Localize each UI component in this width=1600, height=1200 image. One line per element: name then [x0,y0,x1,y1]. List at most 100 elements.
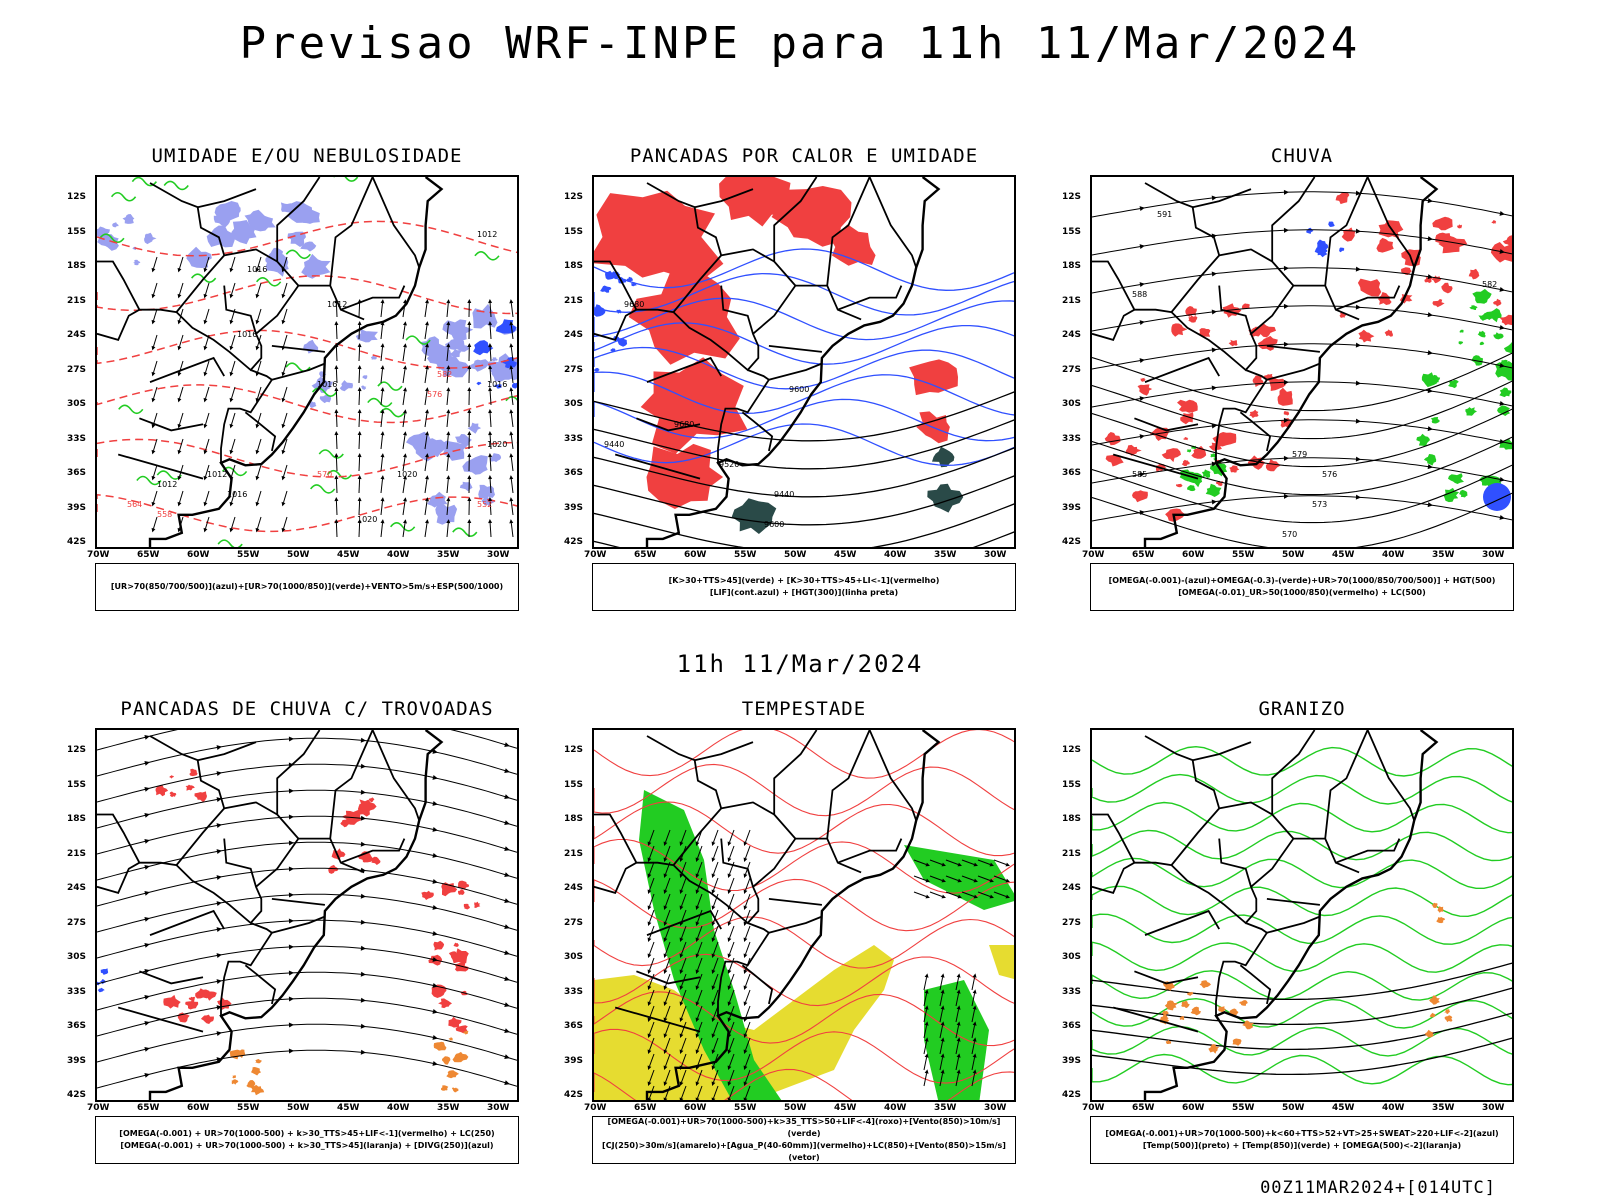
thunder-red-area [438,998,452,1009]
lat-tick-label: 18S [564,261,584,271]
rain-green-area [1499,387,1512,398]
streamline-arrow [360,919,366,925]
wind-vector-head [924,973,929,978]
wind-vector [929,875,943,881]
legend-line: [Temp(500)](preto) + [Temp(850)](verde) … [1142,1141,1462,1150]
panel-legend: [OMEGA(-0.001)+UR>70(1000-500)+k>35_TTS>… [592,1116,1016,1164]
wind-vector [153,464,158,477]
wind-vector-head [380,409,385,414]
lat-tick-label: 27S [1062,364,1082,375]
wind-vector-head [380,321,385,326]
wind-vector [489,500,492,516]
lat-tick-label: 21S [564,848,584,859]
state-border [636,417,701,432]
streamline-arrow [1427,198,1433,204]
streamline-arrow [432,878,438,884]
wind-vector-head [679,841,684,846]
state-border [773,177,818,287]
hgt500-contour [1092,380,1512,440]
state-border [768,898,823,906]
temp850-contour [1092,745,1512,777]
streamline-arrow [432,956,438,962]
lat-tick-label: 36S [564,1021,584,1031]
forecast-run-label: 00Z11MAR2024+[014UTC] [1260,1178,1496,1198]
wind-vector-head [743,1065,748,1070]
lat-tick-label: 21S [1062,295,1082,306]
lat-tick-label: 33S [1062,433,1082,444]
thunder-red-area [453,942,459,947]
wind-vector-head [403,431,407,436]
wind-vector-head [695,921,700,926]
thunder-orange-area [232,1075,236,1079]
wind-vector [745,925,751,939]
wind-vector [697,1053,703,1067]
wind-vector [380,347,383,362]
wind-vector [358,324,361,340]
wind-vector [713,957,719,971]
wind-vector [510,369,514,384]
rain-red-area [1188,315,1198,323]
humidity-green-contour [110,191,137,202]
wind-vector-head [509,431,514,436]
legend-line: [CJ(250)>30m/s](amarelo)+[Agua_P(40-60mm… [602,1141,1006,1162]
panel-granizo: GRANIZO 12S 15S 18S 21S 24S 27S 30S 33S 36S 39S 42S… [1062,698,1514,1168]
wind-vector-head [229,423,234,429]
wind-vector-head [467,299,472,304]
wind-vector-head [647,937,652,942]
wind-vector [961,891,975,897]
streamline [97,841,517,881]
divergence-blue [100,979,106,985]
wind-vector [649,973,655,987]
contour-label: 1020 [397,470,417,479]
streamline-arrow [144,942,150,948]
map-frame [95,728,519,1102]
wind-vector-head [203,397,208,403]
omega-orange-area [1437,906,1444,913]
wind-vector [446,325,449,340]
wind-vector-head [940,1021,945,1026]
wind-vector [179,334,184,347]
wind-vector [358,478,361,494]
wind-vector [335,522,338,538]
wind-vector [697,941,703,955]
wind-vector [446,435,449,450]
state-border [614,1006,701,1033]
lat-tick-label: 33S [67,433,87,444]
wind-vector [955,1057,960,1071]
wind-vector [335,500,338,516]
instability-red-area [594,190,724,283]
wind-vector-head [403,409,407,414]
wind-vector-head [647,969,652,974]
lon-tick-label: 35W [437,1103,460,1113]
rain-red-area [1265,459,1281,472]
jet-yellow-area [989,945,1014,979]
thunder-red-area [358,799,377,814]
wind-vector [510,523,514,538]
state-border [1092,182,1221,314]
panel-tempestade: TEMPESTADE 12S 15S 18S 21S 24S 27S 30S 33S 36S 39S… [564,698,1016,1168]
wind-vector-head [727,873,732,878]
wind-vector [713,1021,719,1035]
streamline-arrow [144,1072,150,1078]
wind-vector [697,877,703,891]
hgt300-contour [594,419,1014,470]
omega-orange-area [1179,1016,1185,1020]
panel-trovoadas: PANCADAS DE CHUVA C/ TROVOADAS 12S 15S 18S 2… [67,698,519,1168]
wind-vector [945,875,959,881]
wind-vector [402,457,406,472]
humidity-blue-area [112,222,119,228]
wind-vector-head [647,921,652,926]
wind-vector-head [940,1037,945,1042]
wind-vector-head [679,969,684,974]
jet-yellow-area [594,945,894,1100]
legend-line: [OMEGA(-0.001) + UR>70(1000-500) + k>30_… [120,1141,494,1150]
state-border [752,284,862,335]
rain-green-area [1423,454,1437,466]
lifted-index-contour [594,371,1014,416]
wind-vector [153,412,158,425]
streamline-arrow [1499,400,1505,406]
temp850-contour [1092,997,1512,1029]
streamline-arrow [144,760,150,766]
streamline [1092,343,1512,370]
wind-vector-head [679,889,684,894]
